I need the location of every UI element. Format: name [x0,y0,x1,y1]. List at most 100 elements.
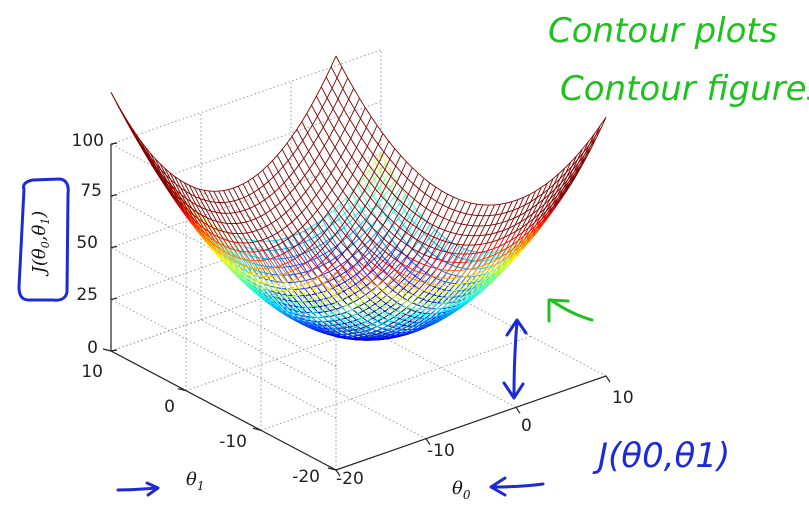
surface-mesh-segment [253,269,260,273]
surface-mesh-segment [449,303,455,310]
surface-mesh-segment [160,169,168,181]
surface-mesh-segment [476,251,483,261]
surface-mesh-segment [403,267,409,275]
surface-mesh-segment [540,207,546,218]
surface-mesh-segment [201,214,209,226]
surface-mesh-segment [318,126,324,136]
surface-mesh-segment [501,252,508,261]
surface-mesh-segment [368,161,376,171]
z-tick-label: 50 [76,233,98,253]
surface-mesh-segment [270,210,277,221]
surface-mesh-segment [350,200,357,208]
surface-mesh-segment [135,133,141,141]
surface-mesh-segment [392,320,399,323]
surface-mesh-segment [369,265,376,272]
surface-mesh-segment [361,228,368,236]
surface-mesh-segment [388,269,396,276]
surface-mesh-segment [394,262,401,271]
surface-mesh-segment [412,251,419,261]
surface-mesh-segment [306,206,313,217]
surface-mesh-segment [481,243,488,253]
surface-mesh-segment [417,243,424,253]
surface-mesh-segment [340,299,348,306]
surface-mesh-segment [253,192,261,204]
surface-mesh-segment [385,185,393,193]
surface-mesh-segment [582,141,589,150]
surface-mesh-segment [525,207,532,213]
surface-mesh-segment [409,270,415,278]
surface-mesh-segment [444,282,451,291]
surface-mesh-segment [286,136,293,144]
surface-mesh-segment [382,284,389,291]
z-gridline [110,195,337,316]
surface-mesh-segment [262,239,269,250]
surface-mesh-segment [469,244,476,255]
surface-mesh-segment [330,165,337,174]
surface-mesh-segment [460,269,467,271]
z-tick-mark [110,245,118,249]
surface-mesh-segment [435,186,442,192]
surface-mesh-segment [288,295,294,298]
surface-mesh-segment [377,225,384,234]
surface-mesh-segment [316,187,322,196]
surface-mesh-segment [300,266,308,274]
surface-mesh-segment [488,254,495,258]
surface-mesh-segment [391,267,398,272]
surface-mesh-segment [388,222,395,232]
surface-mesh-segment [426,261,433,266]
surface-mesh-segment [446,251,453,254]
theta1-tick-label: -10 [219,432,247,452]
surface-mesh-segment [224,245,230,249]
surface-mesh-segment [426,211,433,222]
surface-mesh-segment [519,204,526,216]
surface-mesh-segment [294,274,301,282]
surface-mesh-segment [292,288,300,296]
surface-mesh-segment [343,109,351,120]
surface-mesh-segment [545,201,552,212]
surface-mesh-segment [309,294,315,302]
surface-mesh-segment [357,248,364,256]
surface-mesh-segment [433,284,440,293]
surface-mesh-segment [460,211,467,215]
z-tick-label: 75 [80,181,102,201]
surface-mesh-segment [267,237,274,248]
surface-mesh-segment [293,164,300,172]
surface-mesh-segment [377,232,385,240]
surface-mesh-segment [263,287,269,291]
surface-mesh-segment [334,264,342,269]
surface-mesh-segment [193,187,201,199]
surface-mesh-segment [277,267,284,276]
surface-mesh-segment [236,267,244,276]
surface-mesh-segment [419,193,426,205]
surface-mesh-segment [399,322,405,328]
surface-mesh-segment [365,321,372,326]
surface-mesh-segment [325,298,332,305]
surface-mesh-segment [391,298,397,303]
surface-mesh-segment [313,229,320,239]
surface-mesh-segment [390,252,397,259]
surface-mesh-segment [355,209,362,217]
surface-mesh-segment [505,244,513,249]
surface-mesh-segment [312,317,318,319]
surface-mesh-segment [389,148,396,160]
surface-mesh-segment [384,243,391,252]
surface-mesh-segment [383,328,390,333]
surface-mesh-segment [270,206,276,211]
surface-mesh-segment [469,275,477,284]
surface-mesh-segment [338,324,345,329]
surface-mesh-segment [159,163,166,169]
surface-mesh-segment [343,206,351,215]
surface-mesh-segment [436,201,443,206]
surface-mesh-segment [299,175,306,183]
surface-mesh-segment [402,296,408,301]
surface-mesh-segment [498,263,504,271]
surface-mesh-segment [355,128,362,139]
surface-mesh-segment [480,274,487,282]
surface-mesh-segment [490,214,496,226]
surface-mesh-segment [329,324,335,326]
surface-mesh-segment [325,257,333,266]
surface-mesh-segment [358,182,365,191]
surface-mesh-segment [384,159,391,170]
surface-mesh-segment [369,271,377,277]
surface-mesh-segment [329,315,336,317]
